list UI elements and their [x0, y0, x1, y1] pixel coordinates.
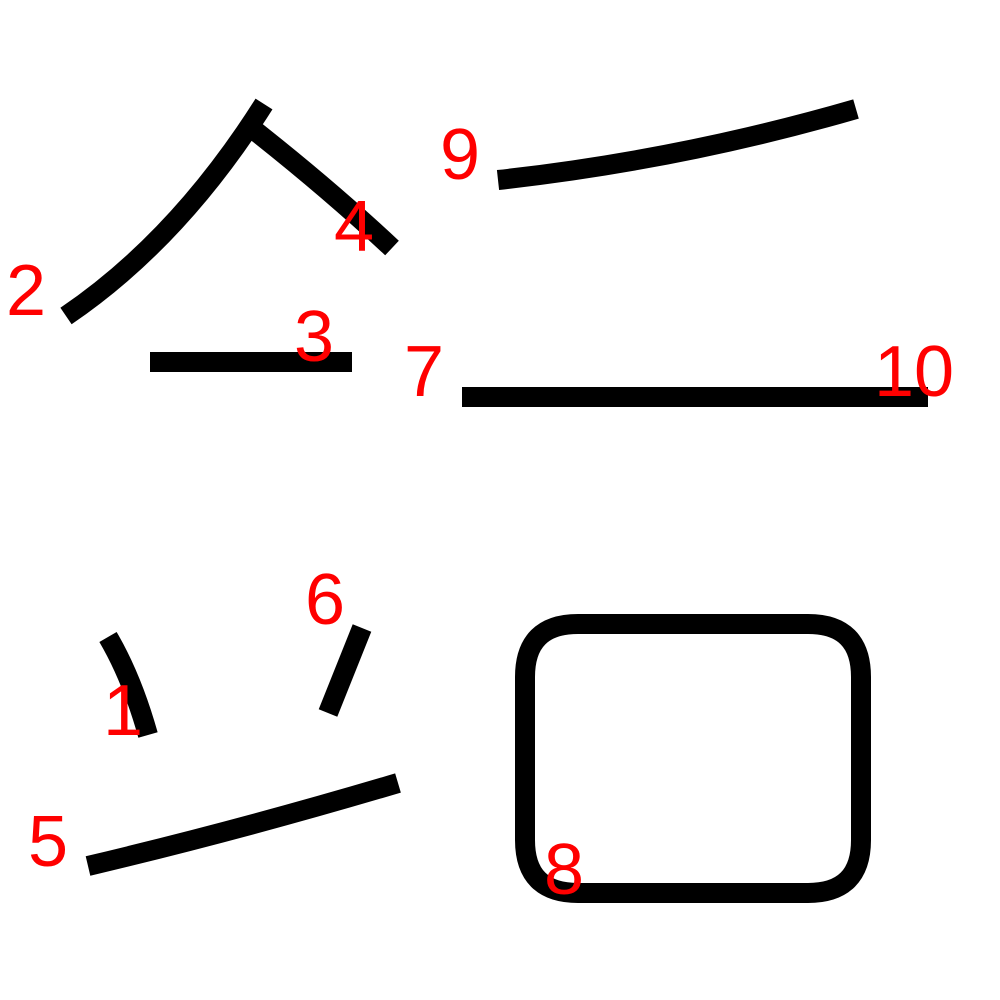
stroke-number-5: 5: [28, 802, 68, 882]
stroke-number-9: 9: [440, 115, 480, 195]
stroke-number-8: 8: [544, 830, 584, 910]
stroke-number-2: 2: [6, 251, 46, 331]
stroke-5: [85, 773, 401, 876]
stroke-1: [99, 631, 158, 738]
stroke-number-3: 3: [294, 297, 334, 377]
stroke-6: [318, 624, 372, 717]
stroke-number-10: 10: [874, 332, 954, 412]
stroke-number-6: 6: [305, 560, 345, 640]
stroke-9: [496, 99, 859, 190]
stroke-8: [515, 614, 871, 903]
stroke-number-1: 1: [103, 671, 143, 751]
stroke-4: [247, 122, 399, 256]
stroke-number-7: 7: [404, 332, 444, 412]
stroke-2: [60, 98, 273, 325]
stroke-number-4: 4: [334, 187, 374, 267]
